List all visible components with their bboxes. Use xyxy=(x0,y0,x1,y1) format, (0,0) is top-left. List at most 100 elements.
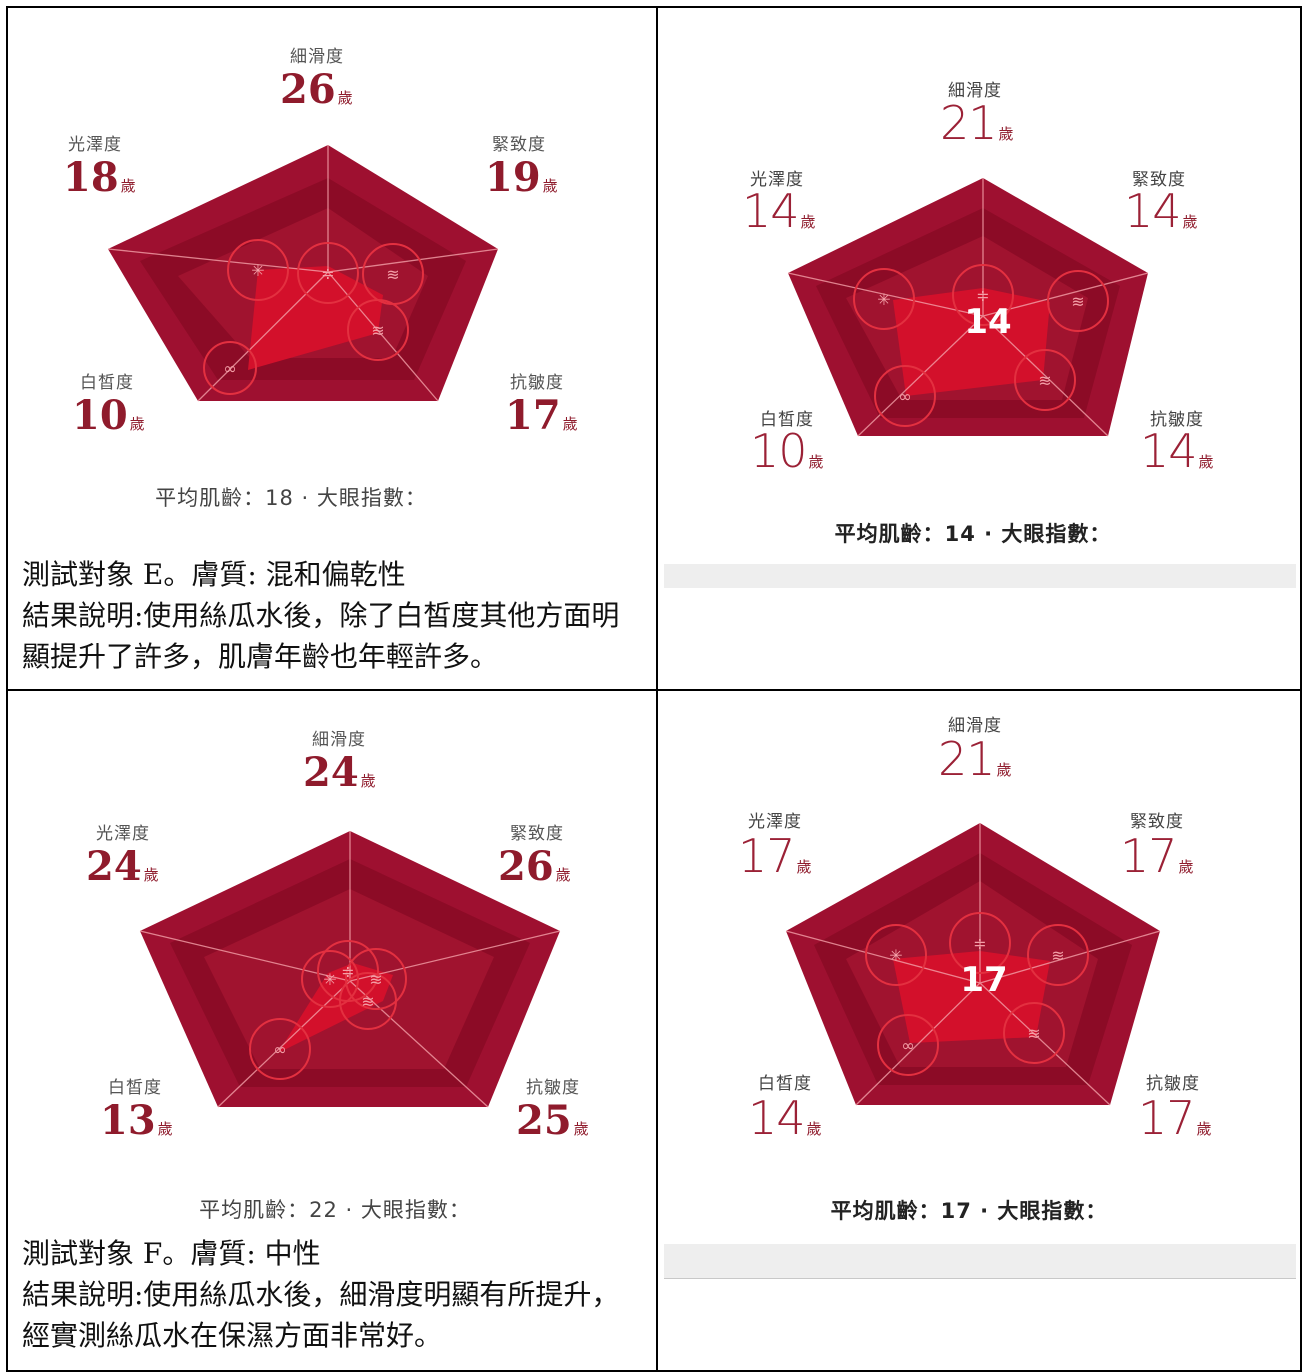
radar-chart: ≑ ≋ ≋ ∞ ✳ 17 xyxy=(785,823,1161,1106)
label-top: 細滑度 xyxy=(290,47,344,67)
svg-text:∞: ∞ xyxy=(223,359,236,378)
svg-text:≑: ≑ xyxy=(321,264,334,283)
value-bottom-left: 10 歲 xyxy=(72,392,145,439)
value-bottom-left: 14 歲 xyxy=(748,1091,822,1145)
label-top: 細滑度 xyxy=(312,730,366,750)
value-bottom-right: 25 歲 xyxy=(516,1097,589,1144)
firmness-icon xyxy=(1047,270,1109,332)
svg-text:∞: ∞ xyxy=(901,1036,914,1055)
average-skin-age: 平均肌齡：17 · 大眼指數： xyxy=(830,1199,1108,1223)
smoothness-icon xyxy=(952,264,1014,326)
cell-top-right: ≑ ≋ ≋ ∞ ✳ 14 細滑度 21 歲 光澤度 14 歲 緊致度 14 歲 白皙度 10… xyxy=(658,8,1304,688)
label-top: 細滑度 xyxy=(948,716,1002,736)
value-right: 17 歲 xyxy=(1120,829,1194,883)
value-bottom-left: 13 歲 xyxy=(100,1097,173,1144)
label-top: 細滑度 xyxy=(948,81,1002,101)
radiance-icon xyxy=(301,950,359,1008)
average-skin-age: 平均肌齡：14 · 大眼指數： xyxy=(834,522,1112,546)
value-left: 14 歲 xyxy=(742,184,816,238)
smoothness-icon xyxy=(949,912,1011,974)
label-left: 光澤度 xyxy=(68,135,122,155)
radar-axes xyxy=(787,178,1149,437)
grey-band xyxy=(664,564,1296,588)
label-bottom-right: 抗皺度 xyxy=(1146,1074,1200,1094)
grey-rule xyxy=(664,1278,1296,1279)
wrinkle-icon xyxy=(1003,1002,1065,1064)
radar-axes xyxy=(139,831,561,1108)
value-bottom-right: 14 歲 xyxy=(1140,424,1214,478)
subject-line: 測試對象 F。膚質: 中性 xyxy=(22,1237,321,1270)
radar-chart: ≑ ≋ ≋ ∞ ✳ xyxy=(139,831,561,1108)
smoothness-icon xyxy=(297,242,359,304)
label-right: 緊致度 xyxy=(1132,170,1186,190)
svg-text:∞: ∞ xyxy=(898,387,911,406)
svg-text:≋: ≋ xyxy=(1027,1024,1040,1043)
radar-score-shape xyxy=(278,963,393,1053)
svg-text:∞: ∞ xyxy=(273,1040,286,1059)
whitening-icon xyxy=(877,1014,939,1076)
wrinkle-icon xyxy=(1014,349,1076,411)
value-top: 21 歲 xyxy=(940,96,1014,150)
subject-description: 測試對象 F。膚質: 中性 結果說明:使用絲瓜水後，細滑度明顯有所提升，經實測絲… xyxy=(22,1233,642,1356)
value-bottom-left: 10 歲 xyxy=(750,424,824,478)
radar-axes xyxy=(785,823,1161,1106)
svg-text:≋: ≋ xyxy=(361,992,374,1011)
label-left: 光澤度 xyxy=(750,170,804,190)
wrinkle-icon xyxy=(339,972,397,1030)
radar-score-shape xyxy=(893,288,1050,396)
value-bottom-right: 17 歲 xyxy=(1138,1091,1212,1145)
label-bottom-right: 抗皺度 xyxy=(510,373,564,393)
radar-score-shape xyxy=(248,266,383,370)
center-score: 14 xyxy=(964,302,1011,342)
radiance-icon xyxy=(865,924,927,986)
value-right: 19 歲 xyxy=(485,154,558,201)
value-right: 14 歲 xyxy=(1124,184,1198,238)
subject-description: 測試對象 E。膚質: 混和偏乾性 結果說明:使用絲瓜水後，除了白皙度其他方面明顯… xyxy=(22,554,642,677)
svg-text:✳: ✳ xyxy=(889,946,902,965)
svg-text:≋: ≋ xyxy=(1038,371,1051,390)
radiance-icon xyxy=(853,268,915,330)
average-skin-age: 平均肌齡：22 · 大眼指數： xyxy=(199,1198,471,1222)
svg-text:✳: ✳ xyxy=(251,261,264,280)
whitening-icon xyxy=(203,341,257,395)
firmness-icon xyxy=(1027,924,1089,986)
value-left: 18 歲 xyxy=(63,154,136,201)
table-divider-horizontal xyxy=(6,689,1302,691)
whitening-icon xyxy=(249,1018,311,1080)
svg-text:≋: ≋ xyxy=(1051,946,1064,965)
svg-text:✳: ✳ xyxy=(877,290,890,309)
label-bottom-right: 抗皺度 xyxy=(526,1078,580,1098)
label-right: 緊致度 xyxy=(492,135,546,155)
label-bottom-left: 白皙度 xyxy=(108,1078,162,1098)
value-right: 26 歲 xyxy=(498,843,571,890)
label-right: 緊致度 xyxy=(510,824,564,844)
result-text: 結果說明:使用絲瓜水後，除了白皙度其他方面明顯提升了許多，肌膚年齡也年輕許多。 xyxy=(22,599,620,673)
value-top: 24 歲 xyxy=(303,749,376,796)
firmness-icon xyxy=(345,948,407,1010)
svg-text:≑: ≑ xyxy=(973,934,986,953)
label-right: 緊致度 xyxy=(1130,812,1184,832)
cell-bottom-left: ≑ ≋ ≋ ∞ ✳ 細滑度 24 歲 光澤度 24 歲 緊致度 26 歲 白皙度 13 歲 抗… xyxy=(8,691,654,1371)
svg-text:≋: ≋ xyxy=(1071,292,1084,311)
wrinkle-icon xyxy=(347,299,409,361)
value-bottom-right: 17 歲 xyxy=(505,392,578,439)
svg-text:✳: ✳ xyxy=(323,970,336,989)
value-left: 24 歲 xyxy=(86,843,159,890)
subject-line: 測試對象 E。膚質: 混和偏乾性 xyxy=(22,558,406,591)
average-skin-age: 平均肌齡：18 · 大眼指數： xyxy=(155,486,427,510)
svg-text:≋: ≋ xyxy=(371,321,384,340)
label-bottom-right: 抗皺度 xyxy=(1150,410,1204,430)
value-left: 17 歲 xyxy=(738,829,812,883)
cell-bottom-right: ≑ ≋ ≋ ∞ ✳ 17 細滑度 21 歲 光澤度 17 歲 緊致度 17 歲 白皙度 14… xyxy=(658,691,1304,1371)
result-text: 結果說明:使用絲瓜水後，細滑度明顯有所提升，經實測絲瓜水在保濕方面非常好。 xyxy=(22,1278,620,1352)
label-bottom-left: 白皙度 xyxy=(758,1074,812,1094)
radar-chart: ≑ ≋ ≋ ∞ ✳ xyxy=(107,145,499,402)
radar-chart: ≑ ≋ ≋ ∞ ✳ 14 xyxy=(787,178,1149,437)
value-top: 26 歲 xyxy=(280,66,353,113)
value-top: 21 歲 xyxy=(938,732,1012,786)
svg-text:≋: ≋ xyxy=(386,265,399,284)
radiance-icon xyxy=(227,239,289,301)
label-bottom-left: 白皙度 xyxy=(760,410,814,430)
svg-text:≑: ≑ xyxy=(976,286,989,305)
svg-text:≋: ≋ xyxy=(369,970,382,989)
